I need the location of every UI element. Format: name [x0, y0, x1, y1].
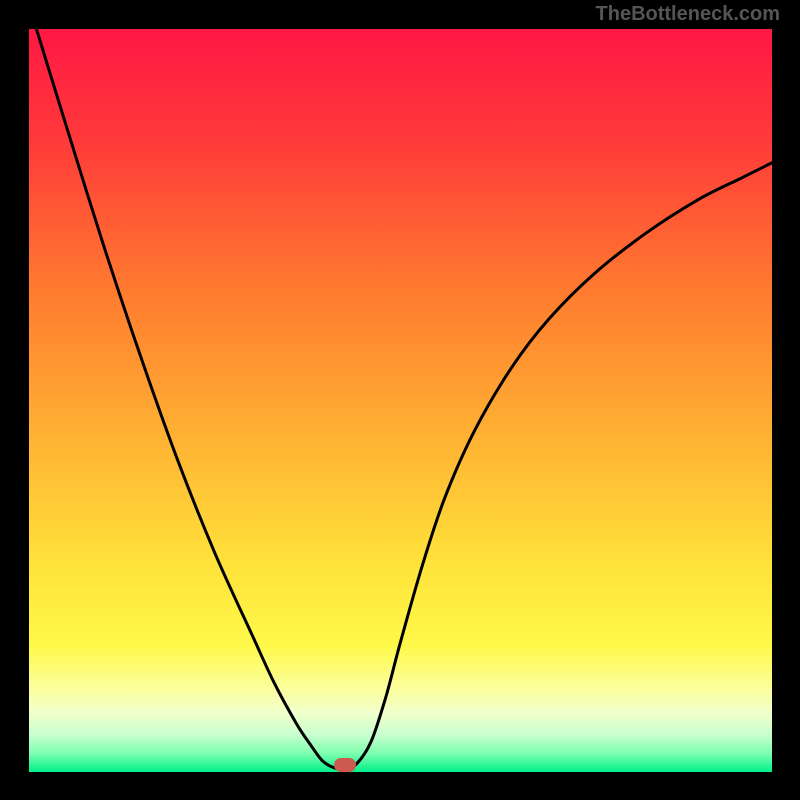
bottleneck-curve	[29, 29, 772, 772]
optimum-marker	[334, 758, 356, 772]
plot-area	[29, 29, 772, 772]
watermark-text: TheBottleneck.com	[596, 3, 780, 26]
curve-path	[36, 29, 772, 769]
